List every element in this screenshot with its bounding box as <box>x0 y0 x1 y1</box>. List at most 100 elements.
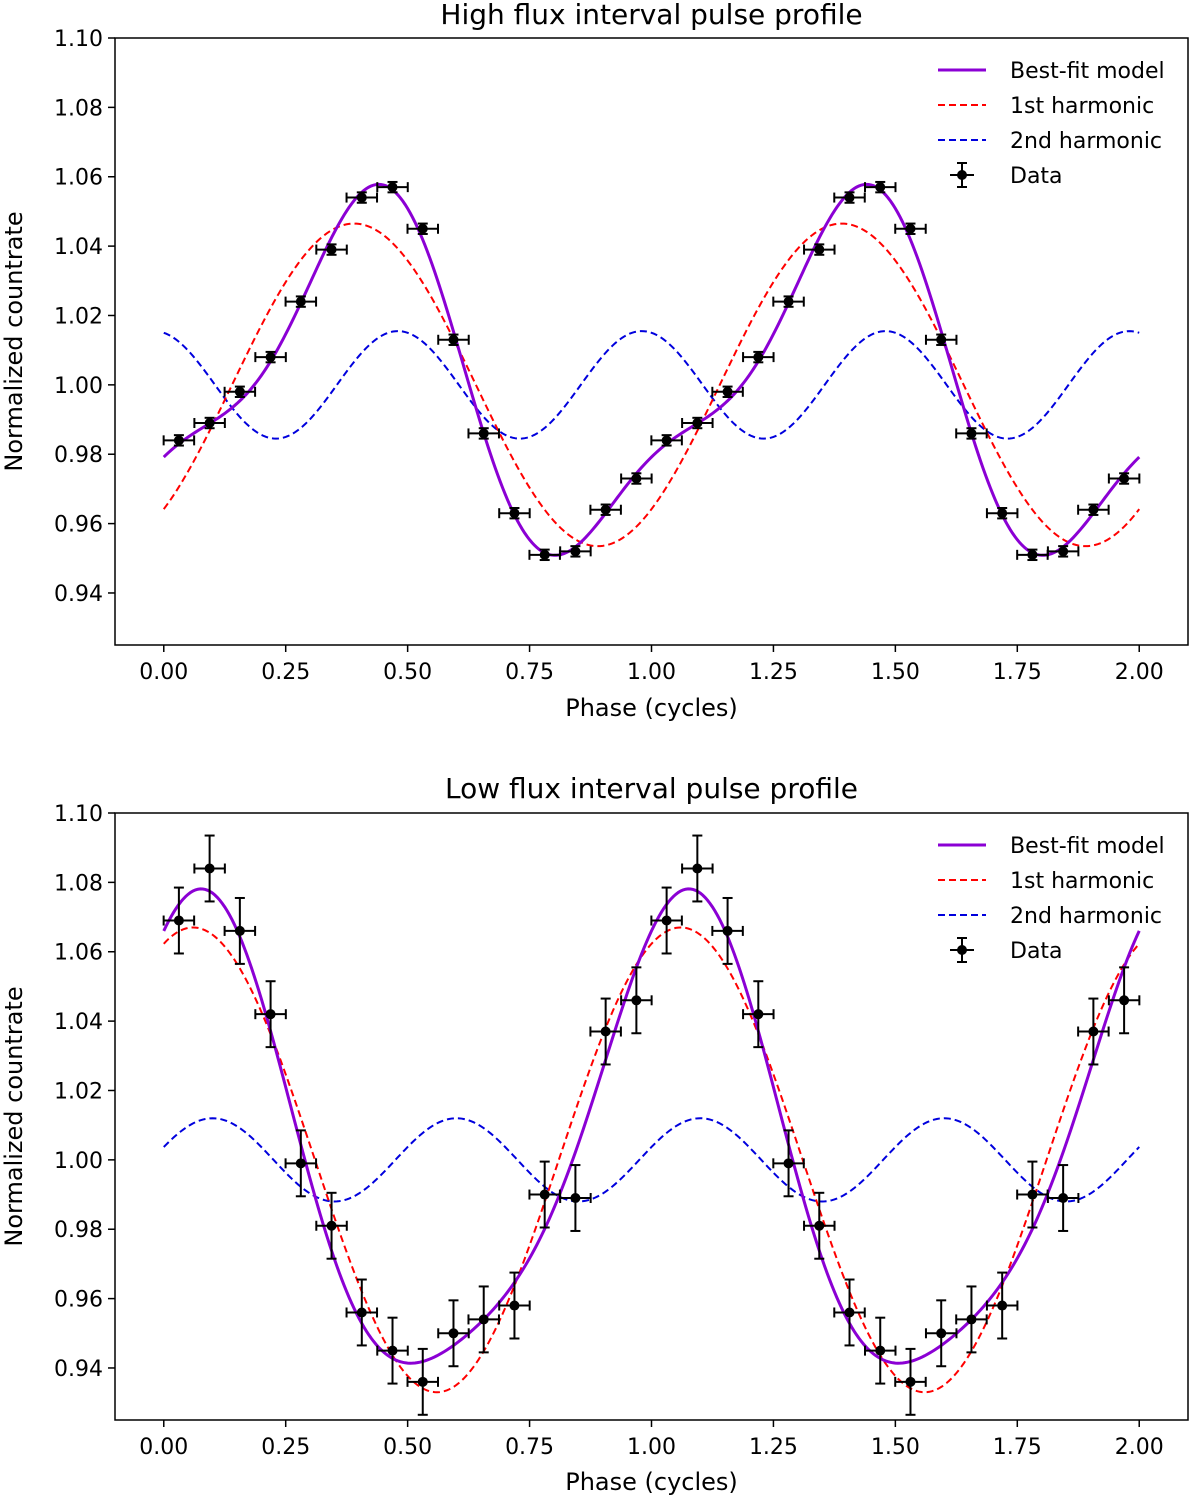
x-tick-label: 0.00 <box>139 660 188 685</box>
data-point <box>467 1285 500 1354</box>
data-point <box>955 1285 988 1354</box>
data-point <box>376 1316 409 1385</box>
chart-title: Low flux interval pulse profile <box>445 772 858 805</box>
data-point <box>315 1191 348 1260</box>
data-point <box>650 434 683 447</box>
data-marker <box>478 1314 489 1325</box>
data-marker <box>783 1158 794 1169</box>
y-tick-label: 1.06 <box>54 166 103 191</box>
data-marker <box>1027 549 1038 560</box>
y-tick-label: 1.08 <box>54 871 103 896</box>
x-tick-label: 1.75 <box>993 1435 1042 1460</box>
data-marker <box>905 1376 916 1387</box>
legend-label-best-fit-model: Best-fit model <box>1010 834 1165 859</box>
x-tick-label: 0.25 <box>261 1435 310 1460</box>
data-marker <box>173 435 184 446</box>
data-marker <box>478 428 489 439</box>
x-tick-label: 1.50 <box>871 1435 920 1460</box>
data-marker <box>234 386 245 397</box>
data-point <box>1077 997 1110 1066</box>
data-marker <box>966 428 977 439</box>
series-line-best-fit-model <box>162 887 1141 1365</box>
y-tick-label: 1.04 <box>54 1010 103 1035</box>
y-tick-label: 0.94 <box>54 582 103 607</box>
y-axis-label: Normalized countrate <box>0 211 28 471</box>
data-point <box>650 886 683 955</box>
data-marker <box>661 915 672 926</box>
x-tick-label: 0.75 <box>505 660 554 685</box>
data-point <box>894 222 927 235</box>
data-marker <box>1119 995 1130 1006</box>
data-point <box>955 427 988 440</box>
data-marker <box>722 925 733 936</box>
data-marker <box>173 915 184 926</box>
series-line-best-fit-model <box>162 182 1141 557</box>
data-marker <box>1058 546 1069 557</box>
data-marker <box>631 473 642 484</box>
data-marker <box>509 1300 520 1311</box>
data-point <box>1107 472 1141 485</box>
data-marker <box>387 182 398 193</box>
series-line-2nd-harmonic <box>163 1117 1140 1203</box>
data-marker <box>326 1220 337 1231</box>
data-marker <box>570 546 581 557</box>
x-tick-label: 1.00 <box>627 1435 676 1460</box>
y-tick-label: 0.96 <box>54 513 103 538</box>
data-point <box>406 222 439 235</box>
data-point <box>498 1271 531 1340</box>
x-tick-label: 2.00 <box>1115 1435 1164 1460</box>
data-point <box>772 295 805 308</box>
axes-frame <box>114 37 1189 646</box>
data-marker <box>204 863 215 874</box>
legend-label-data: Data <box>1010 939 1063 964</box>
x-tick-label: 1.25 <box>749 1435 798 1460</box>
data-point <box>742 350 775 364</box>
y-tick-label: 0.98 <box>54 1218 103 1243</box>
data-marker <box>539 549 550 560</box>
data-point <box>924 1299 958 1368</box>
data-point <box>254 350 287 364</box>
x-tick-label: 0.25 <box>261 660 310 685</box>
data-marker <box>661 435 672 446</box>
legend-label-2nd-harmonic: 2nd harmonic <box>1010 129 1162 154</box>
data-marker <box>417 223 428 234</box>
series-line-2nd-harmonic <box>163 330 1140 440</box>
y-axis-label: Normalized countrate <box>0 986 28 1246</box>
data-marker <box>204 418 215 429</box>
legend-label-2nd-harmonic: 2nd harmonic <box>1010 904 1162 929</box>
x-tick-label: 0.50 <box>383 660 432 685</box>
data-marker <box>234 925 245 936</box>
legend-label-1st-harmonic: 1st harmonic <box>1010 869 1154 894</box>
data-marker <box>600 1026 611 1037</box>
y-tick-label: 1.10 <box>54 802 103 827</box>
plot-area <box>162 180 1141 562</box>
data-marker <box>997 1300 1008 1311</box>
data-marker <box>1119 473 1130 484</box>
data-point <box>742 980 775 1049</box>
data-point <box>284 1129 318 1198</box>
legend-label-data: Data <box>1010 164 1063 189</box>
data-marker <box>265 352 276 363</box>
x-axis-label: Phase (cycles) <box>565 1468 738 1496</box>
data-point <box>193 834 226 903</box>
data-point <box>437 333 470 346</box>
data-marker <box>997 508 1008 519</box>
y-tick-label: 1.00 <box>54 374 103 399</box>
legend-label-best-fit-model: Best-fit model <box>1010 59 1165 84</box>
x-tick-label: 2.00 <box>1115 660 1164 685</box>
data-marker <box>844 1307 855 1318</box>
data-marker <box>966 1314 977 1325</box>
x-tick-label: 0.50 <box>383 1435 432 1460</box>
data-point <box>681 834 714 903</box>
data-marker <box>1088 1026 1099 1037</box>
data-point <box>528 1160 561 1229</box>
data-marker <box>844 192 855 203</box>
data-point <box>1077 503 1110 516</box>
data-point <box>193 416 226 430</box>
data-marker <box>722 386 733 397</box>
data-point <box>1016 1160 1049 1229</box>
y-tick-label: 1.08 <box>54 96 103 121</box>
data-point <box>559 1164 592 1232</box>
data-marker <box>753 1009 764 1020</box>
y-tick-label: 0.98 <box>54 443 103 468</box>
